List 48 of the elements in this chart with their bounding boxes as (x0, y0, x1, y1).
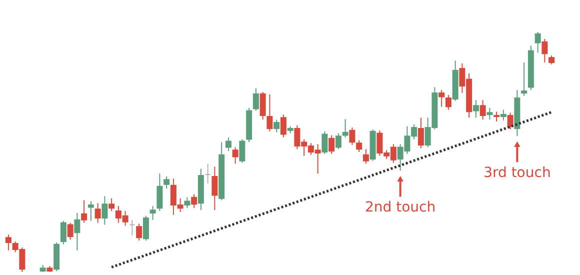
candlestick (274, 119, 280, 133)
candlestick (94, 202, 101, 224)
annotation: 2nd touch (365, 200, 436, 216)
candlestick (542, 38, 548, 63)
annotation: 3rd touch (484, 165, 551, 182)
candlestick (129, 219, 136, 236)
candlestick (156, 173, 163, 212)
candlestick (349, 127, 356, 146)
candlestick (164, 176, 170, 189)
candlestick (239, 138, 246, 164)
candlestick (328, 134, 335, 154)
candlestick (418, 117, 424, 149)
candlestick (81, 200, 88, 224)
candlestick (322, 130, 328, 154)
candlestick (480, 99, 486, 120)
candlestick (486, 107, 493, 120)
candlestick (60, 220, 66, 245)
candlestick (67, 222, 74, 240)
candlestick (500, 109, 506, 122)
candlestick (232, 146, 238, 164)
candlestick (438, 90, 445, 108)
candlestick (5, 234, 12, 251)
candlestick (280, 114, 286, 138)
candlestick (362, 148, 369, 164)
candlestick (507, 112, 514, 130)
candlestick (204, 163, 211, 184)
candlestick (494, 111, 500, 122)
candlestick (445, 94, 452, 110)
candlestick (108, 198, 115, 212)
candlestick (150, 206, 156, 220)
candlestick (225, 136, 232, 152)
candlestick (260, 92, 266, 120)
candlestick (191, 194, 198, 209)
candlestick (74, 212, 80, 251)
candlestick (266, 94, 273, 132)
candlestick (212, 166, 218, 211)
candlestick (534, 32, 541, 54)
candlestick (184, 196, 190, 209)
candlestick (102, 196, 108, 226)
candlestick (521, 62, 528, 96)
candlestick (472, 99, 479, 118)
candlestick (136, 223, 142, 242)
candlestick (88, 200, 94, 222)
candlestick (342, 118, 348, 138)
candlestick (335, 132, 342, 150)
candlestick (142, 215, 149, 242)
candlestick (356, 140, 362, 152)
candlestick (252, 88, 259, 112)
